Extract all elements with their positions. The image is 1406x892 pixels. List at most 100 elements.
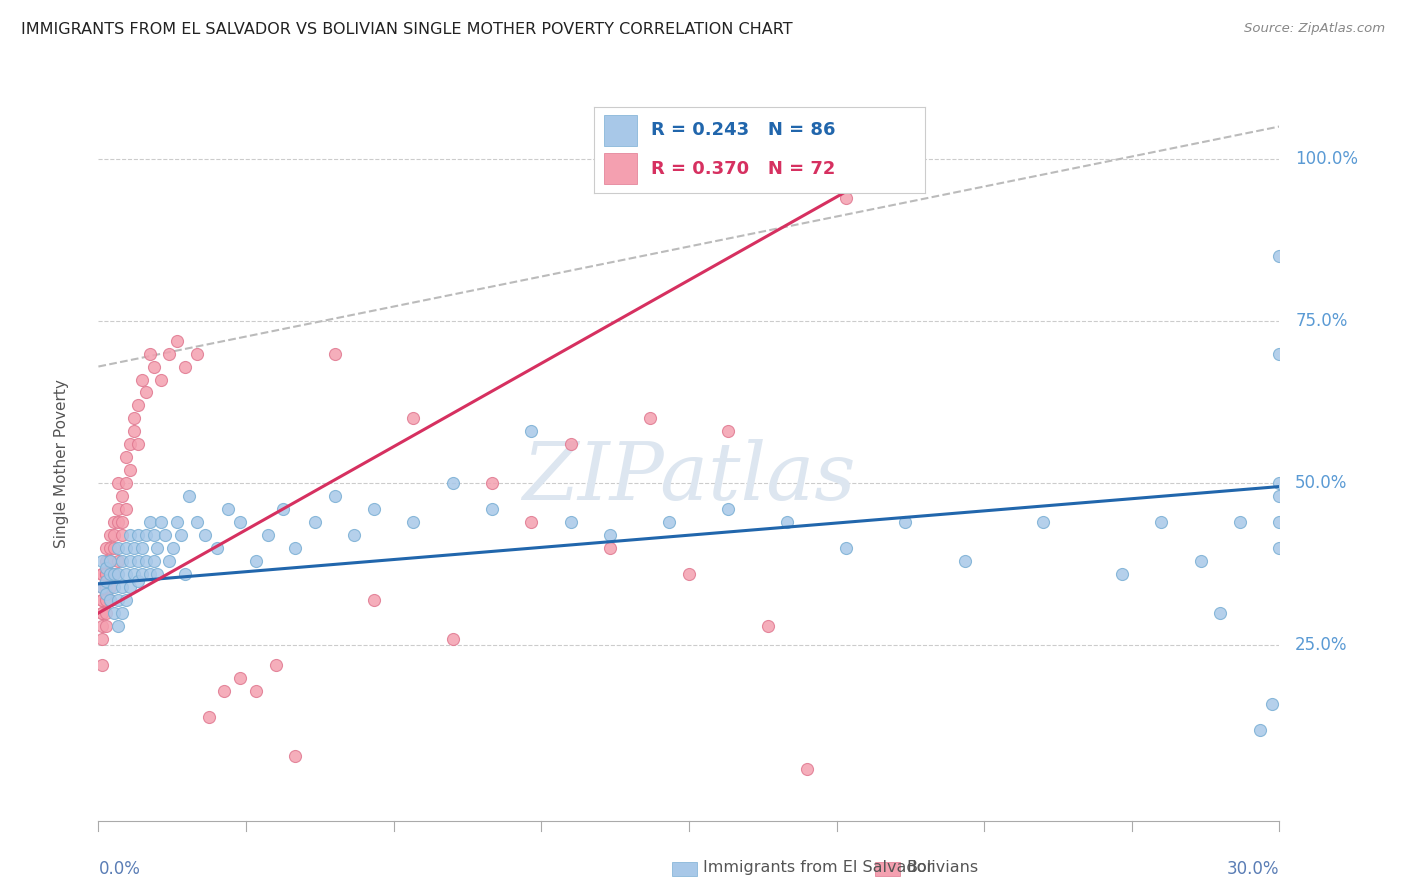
Point (107, 476, 129, 491)
Point (402, 515, 425, 529)
Point (194, 528, 217, 542)
Point (96, 554, 118, 568)
Text: R = 0.243   N = 86: R = 0.243 N = 86 (651, 121, 835, 139)
Point (441, 632, 464, 646)
Point (217, 502, 239, 516)
Point (363, 502, 385, 516)
Point (186, 346, 208, 360)
Point (131, 372, 153, 386)
Point (103, 515, 125, 529)
Point (1111, 567, 1133, 582)
Text: Single Mother Poverty: Single Mother Poverty (53, 379, 69, 549)
Point (135, 554, 157, 568)
Point (127, 554, 149, 568)
Point (91, 606, 114, 620)
Point (756, 619, 779, 633)
Point (115, 593, 138, 607)
Point (96, 606, 118, 620)
Point (115, 502, 138, 516)
Point (91, 554, 114, 568)
Point (98, 554, 121, 568)
Point (481, 502, 503, 516)
Point (1209, 606, 1232, 620)
Point (343, 528, 366, 542)
Point (135, 385, 157, 400)
Point (111, 515, 134, 529)
Point (599, 528, 621, 542)
Point (127, 574, 149, 588)
Point (560, 437, 582, 451)
Point (118, 554, 141, 568)
Point (98, 593, 121, 607)
Point (111, 489, 134, 503)
Point (1260, 697, 1282, 711)
Point (98, 528, 121, 542)
Point (170, 528, 193, 542)
Point (1268, 476, 1291, 491)
Point (273, 502, 295, 516)
Point (264, 657, 287, 672)
Text: IMMIGRANTS FROM EL SALVADOR VS BOLIVIAN SINGLE MOTHER POVERTY CORRELATION CHART: IMMIGRANTS FROM EL SALVADOR VS BOLIVIAN … (21, 22, 793, 37)
Point (638, 411, 661, 425)
Point (91, 593, 114, 607)
Point (835, 541, 858, 556)
Point (214, 684, 236, 698)
Text: Bolivians: Bolivians (907, 860, 979, 874)
Point (197, 710, 219, 724)
Point (96, 567, 118, 582)
Point (91, 657, 114, 672)
Point (91, 580, 114, 594)
Text: 30.0%: 30.0% (1227, 860, 1279, 878)
Point (142, 554, 165, 568)
Point (481, 476, 503, 491)
Point (157, 346, 180, 360)
Point (103, 567, 125, 582)
Text: 100.0%: 100.0% (1295, 150, 1358, 168)
Point (323, 489, 346, 503)
Point (122, 567, 145, 582)
Text: 25.0%: 25.0% (1295, 637, 1348, 655)
Point (229, 515, 252, 529)
Point (96, 580, 118, 594)
Point (146, 567, 169, 582)
Point (107, 515, 129, 529)
Point (122, 425, 145, 439)
Point (107, 619, 129, 633)
Point (118, 463, 141, 477)
Point (98, 580, 121, 594)
Point (91, 580, 114, 594)
Point (894, 515, 917, 529)
Point (131, 567, 153, 582)
Point (177, 489, 200, 503)
Point (91, 567, 114, 582)
Point (1249, 723, 1271, 737)
Text: Source: ZipAtlas.com: Source: ZipAtlas.com (1244, 22, 1385, 36)
Point (111, 528, 134, 542)
Point (96, 619, 118, 633)
Point (717, 425, 740, 439)
Point (304, 515, 326, 529)
Point (111, 606, 134, 620)
Point (1268, 515, 1291, 529)
Point (91, 606, 114, 620)
Point (96, 560, 118, 574)
Point (1229, 515, 1251, 529)
Point (1150, 515, 1173, 529)
Point (150, 515, 173, 529)
Point (658, 515, 681, 529)
Point (96, 574, 118, 588)
Point (103, 528, 125, 542)
Point (205, 541, 228, 556)
Point (520, 515, 543, 529)
Point (599, 541, 621, 556)
Point (162, 541, 184, 556)
Point (107, 567, 129, 582)
Point (186, 515, 208, 529)
Point (796, 762, 818, 776)
Point (107, 502, 129, 516)
Point (107, 593, 129, 607)
Point (284, 748, 307, 763)
Point (138, 567, 160, 582)
Point (245, 554, 267, 568)
Point (98, 567, 121, 582)
